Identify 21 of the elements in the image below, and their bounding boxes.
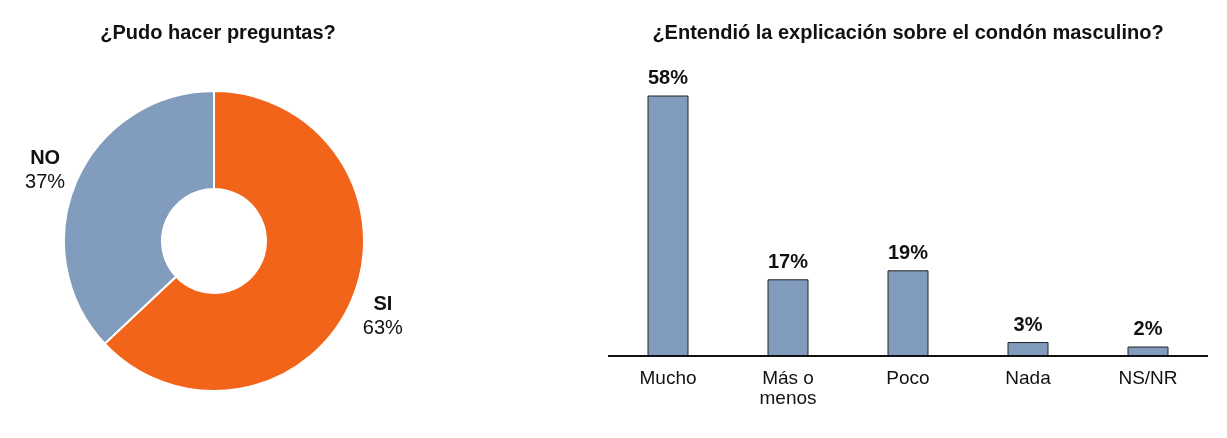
slice-label: SI: [373, 292, 393, 315]
data-label: 63%: [362, 316, 404, 339]
x-tick-label: NS/NR: [1118, 367, 1178, 388]
x-tick-label: Mucho: [639, 367, 697, 388]
data-label: 19%: [887, 240, 929, 263]
bar: [1127, 346, 1169, 357]
bar: [647, 95, 689, 357]
bar: [767, 279, 809, 357]
bar: [1007, 342, 1049, 357]
chart-title: ¿Entendió la explicación sobre el condón masculino?: [651, 20, 1165, 45]
bar: [887, 270, 929, 357]
data-label: 2%: [1133, 317, 1163, 340]
data-label: 58%: [647, 66, 689, 88]
data-label: 37%: [25, 169, 66, 192]
slice-label: NO: [30, 145, 61, 168]
x-tick-label: Más o menos: [759, 367, 817, 408]
data-label: 3%: [1013, 312, 1043, 335]
data-label: 17%: [767, 249, 809, 272]
x-tick-label: Nada: [1005, 367, 1052, 388]
chart-title: ¿Pudo hacer preguntas?: [99, 20, 337, 45]
x-tick-label: Poco: [886, 367, 930, 388]
